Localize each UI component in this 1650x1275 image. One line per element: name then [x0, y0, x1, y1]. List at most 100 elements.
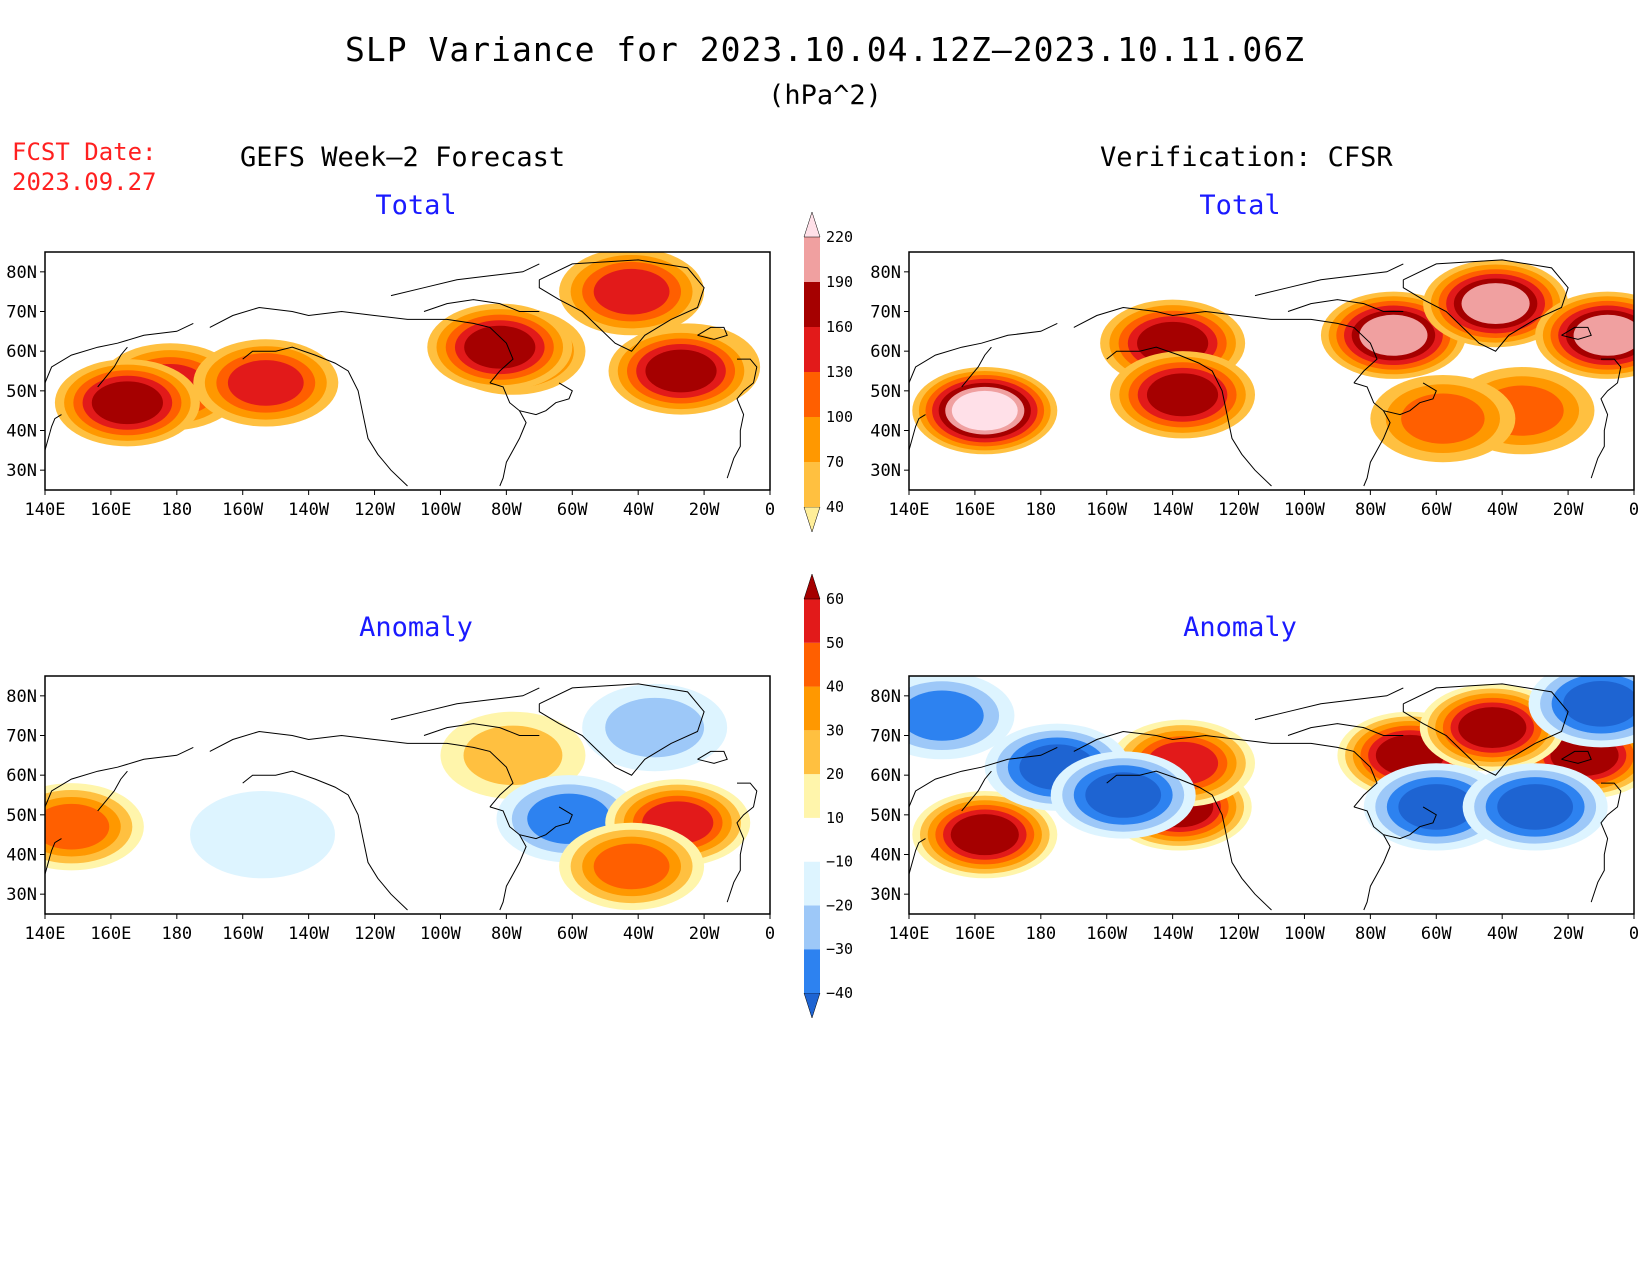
- coastline: [1287, 723, 1404, 736]
- contour-blob: [1401, 393, 1485, 444]
- coastline: [1590, 782, 1622, 903]
- forecast-date-value: 2023.09.27: [12, 168, 157, 196]
- coastline: [97, 346, 128, 388]
- y-tick-label: 80N: [870, 263, 901, 283]
- map-panel-verification-total: 140E 160E 180 160W 140W 120W 100W 80W 60W 40W 20W 0…: [870, 251, 1639, 520]
- x-tick-label: 180: [161, 500, 192, 520]
- contour-blob: [463, 725, 563, 786]
- contour-blob: [951, 390, 1018, 431]
- contour-blob: [464, 325, 536, 369]
- colorbar-label: 50: [826, 634, 844, 652]
- y-tick-label: 30N: [6, 885, 37, 905]
- colorbar-segment: [804, 282, 820, 327]
- coastline: [1561, 326, 1592, 340]
- x-tick-label: 60W: [557, 500, 588, 520]
- colorbar-segment: [804, 949, 820, 993]
- x-tick-label: 80W: [1355, 924, 1386, 944]
- y-tick-label: 40N: [870, 846, 901, 866]
- x-tick-label: 0: [765, 924, 775, 944]
- y-tick-label: 30N: [870, 461, 901, 481]
- x-tick-label: 40W: [623, 924, 654, 944]
- x-tick-label: 120W: [1218, 924, 1260, 944]
- x-tick-label: 160W: [222, 924, 264, 944]
- coastline: [1402, 683, 1569, 776]
- contour-blob: [909, 690, 984, 741]
- coastline: [538, 259, 705, 352]
- y-tick-label: 80N: [6, 687, 37, 707]
- coastline: [1590, 358, 1622, 479]
- contour-blob: [593, 268, 670, 315]
- y-tick-label: 70N: [870, 303, 901, 323]
- coastline: [242, 770, 408, 911]
- verification-column-title: Verification: CFSR: [1100, 142, 1393, 173]
- colorbar-segment: [804, 327, 820, 372]
- coastline: [909, 414, 926, 451]
- x-tick-label: 20W: [1553, 924, 1584, 944]
- contour-blob: [645, 349, 717, 393]
- colorbar-label: −30: [826, 940, 853, 958]
- colorbar-segment: [804, 905, 820, 950]
- colorbar-label: 160: [826, 318, 853, 336]
- y-tick-label: 40N: [6, 846, 37, 866]
- x-tick-label: 160E: [954, 924, 995, 944]
- coastline: [697, 326, 728, 340]
- x-tick-label: 60W: [1421, 924, 1452, 944]
- field-verification-anomaly: [909, 676, 1634, 914]
- coastline: [45, 746, 194, 808]
- x-tick-label: 180: [1025, 500, 1056, 520]
- contour-blob: [227, 360, 304, 406]
- contour-blob: [950, 814, 1019, 856]
- coastline: [1254, 687, 1404, 721]
- y-tick-label: 70N: [6, 727, 37, 747]
- colorbar-segment: [804, 417, 820, 462]
- x-tick-label: 160W: [222, 500, 264, 520]
- colorbar-segment: [803, 211, 821, 238]
- contour-blob: [1461, 283, 1530, 325]
- x-tick-label: 180: [1025, 924, 1056, 944]
- coastline: [1106, 346, 1272, 487]
- x-tick-label: 60W: [557, 924, 588, 944]
- x-tick-label: 140W: [1152, 924, 1194, 944]
- coastline: [423, 723, 540, 736]
- x-tick-label: 140W: [1152, 500, 1194, 520]
- x-tick-label: 160W: [1086, 500, 1128, 520]
- coastline: [45, 414, 62, 451]
- colorbar-label: 100: [826, 408, 853, 426]
- coastline: [726, 358, 758, 479]
- x-tick-label: 100W: [1284, 924, 1326, 944]
- colorbar-label: 10: [826, 809, 844, 827]
- colorbar-segment: [804, 237, 820, 282]
- x-tick-label: 20W: [689, 924, 720, 944]
- colorbar-segment: [804, 730, 820, 775]
- colorbar-segment: [804, 372, 820, 417]
- panel-title-verification-total: Total: [1199, 190, 1281, 221]
- contour-blob: [1458, 707, 1527, 749]
- x-tick-label: 180: [161, 924, 192, 944]
- x-tick-label: 100W: [420, 500, 462, 520]
- panel-title-forecast-anomaly: Anomaly: [359, 612, 473, 643]
- x-tick-label: 40W: [623, 500, 654, 520]
- contour-blob: [605, 697, 705, 758]
- y-tick-label: 30N: [870, 885, 901, 905]
- coastline: [1254, 263, 1404, 297]
- coastline: [1287, 299, 1404, 312]
- x-tick-label: 60W: [1421, 500, 1452, 520]
- coastline: [1363, 834, 1391, 911]
- contour-blob: [1497, 784, 1574, 830]
- contour-blob: [1398, 784, 1475, 830]
- figure-title: SLP Variance for 2023.10.04.12Z–2023.10.…: [345, 30, 1305, 69]
- contour-blob: [1359, 314, 1428, 356]
- y-tick-label: 50N: [6, 806, 37, 826]
- x-tick-label: 160E: [90, 500, 131, 520]
- coastline: [961, 770, 992, 812]
- y-tick-label: 60N: [6, 342, 37, 362]
- x-tick-label: 140E: [25, 500, 66, 520]
- colorbar-segment: [804, 462, 820, 507]
- y-tick-label: 50N: [870, 806, 901, 826]
- y-tick-label: 50N: [870, 382, 901, 402]
- coastline: [489, 382, 573, 416]
- coastline: [390, 263, 540, 297]
- x-tick-label: 80W: [491, 924, 522, 944]
- coastline: [1363, 410, 1391, 487]
- y-tick-label: 30N: [6, 461, 37, 481]
